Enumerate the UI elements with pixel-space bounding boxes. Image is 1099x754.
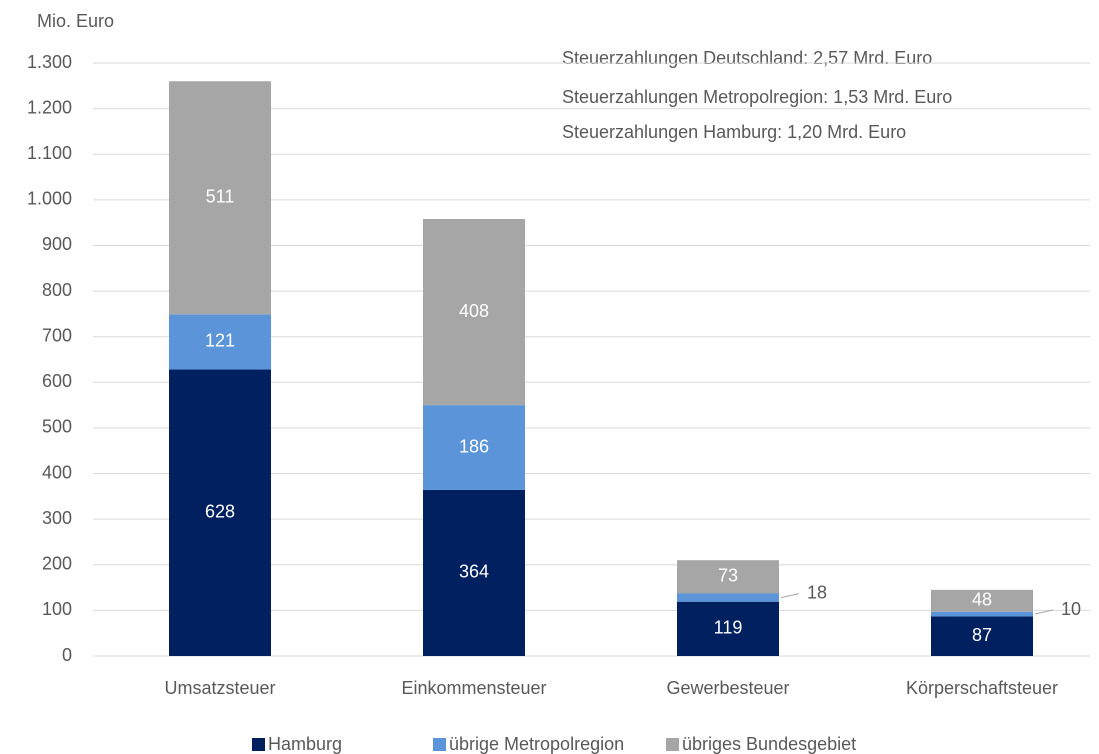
data-label: 364 [459, 562, 489, 582]
y-tick-label: 200 [42, 554, 72, 574]
data-label: 511 [206, 187, 235, 207]
annotation: Steuerzahlungen Deutschland: 2,57 Mrd. E… [562, 48, 932, 68]
data-label: 121 [205, 331, 235, 351]
data-label: 10 [1061, 599, 1081, 619]
annotation: Steuerzahlungen Hamburg: 1,20 Mrd. Euro [562, 122, 906, 142]
y-tick-label: 1.100 [27, 143, 72, 163]
bar-segment [169, 369, 271, 656]
data-label: 628 [205, 502, 235, 522]
legend-swatch [666, 738, 679, 751]
y-tick-label: 1.000 [27, 189, 72, 209]
legend-swatch [252, 738, 265, 751]
legend-label: übrige Metropolregion [449, 734, 624, 754]
bar-segment [677, 560, 779, 594]
bar-segment [677, 601, 779, 656]
data-label: 18 [807, 582, 827, 602]
x-tick-label: Umsatzsteuer [164, 678, 275, 698]
y-tick-label: 600 [42, 371, 72, 391]
y-tick-label: 0 [62, 645, 72, 665]
bar-segment [169, 81, 271, 315]
data-label: 119 [714, 618, 743, 638]
leader-line [1034, 609, 1054, 615]
data-label: 73 [718, 566, 738, 586]
bar-segment [677, 593, 779, 602]
legend-label: Hamburg [268, 734, 342, 754]
bar-segment [169, 314, 271, 370]
data-label: 408 [459, 301, 489, 321]
data-label: 48 [972, 590, 992, 610]
bar-segment [931, 616, 1033, 656]
annotation: Steuerzahlungen Metropolregion: 1,53 Mrd… [562, 87, 952, 107]
y-tick-label: 700 [42, 325, 72, 345]
bar-segment [931, 589, 1033, 612]
x-tick-label: Gewerbesteuer [666, 678, 789, 698]
legend-swatch [433, 738, 446, 751]
bar-segment [931, 611, 1033, 617]
x-tick-label: Körperschaftsteuer [906, 678, 1058, 698]
y-tick-label: 300 [42, 508, 72, 528]
y-tick-label: 800 [42, 280, 72, 300]
y-tick-label: 1.200 [27, 97, 72, 117]
data-label: 186 [459, 436, 489, 456]
bar-segment [423, 219, 525, 406]
leader-line [780, 593, 800, 599]
y-tick-label: 1.300 [27, 52, 72, 72]
legend-label: übriges Bundesgebiet [682, 734, 856, 754]
y-tick-label: 500 [42, 417, 72, 437]
y-tick-label: 900 [42, 234, 72, 254]
y-tick-label: 100 [42, 599, 72, 619]
data-label: 87 [972, 625, 992, 645]
bar-segment [423, 405, 525, 490]
x-tick-label: Einkommensteuer [401, 678, 546, 698]
y-tick-label: 400 [42, 462, 72, 482]
y-axis-label: Mio. Euro [37, 11, 114, 31]
bar-segment [423, 489, 525, 656]
